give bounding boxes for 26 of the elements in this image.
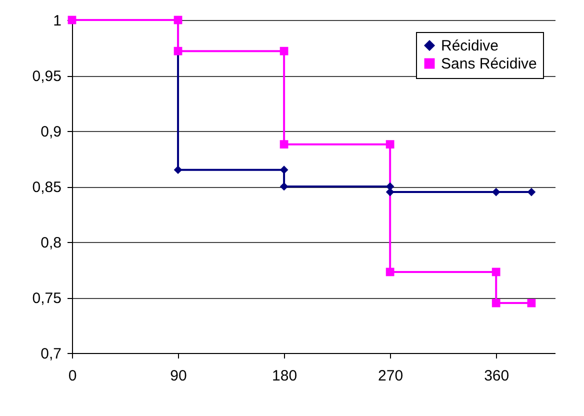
x-tick-label: 180 (272, 368, 298, 384)
point (280, 166, 288, 174)
legend-label: Sans Récidive (441, 56, 537, 72)
point (527, 298, 536, 308)
point (386, 140, 394, 149)
y-tick-label: 0,8 (40, 234, 62, 252)
x-tick-label: 270 (378, 368, 404, 384)
x-tick-label: 360 (484, 368, 510, 384)
y-tick-label: 1 (53, 12, 62, 30)
point (174, 166, 182, 174)
point (280, 140, 288, 149)
y-tick-label: 0,9 (40, 124, 62, 140)
point (174, 46, 182, 56)
legend-label: Récidive (441, 38, 499, 54)
x-tick-label: 90 (170, 368, 187, 384)
point (492, 298, 500, 308)
point (280, 182, 288, 191)
point (492, 268, 500, 276)
x-tick-label: 0 (68, 368, 77, 384)
y-tick-label: 0,75 (32, 290, 62, 307)
y-tick-label: 0,85 (32, 179, 62, 196)
y-tick-label: 0,95 (32, 68, 62, 85)
y-tick-label: 0,7 (40, 346, 62, 362)
point (527, 188, 536, 196)
point (280, 46, 288, 56)
point (386, 268, 394, 276)
